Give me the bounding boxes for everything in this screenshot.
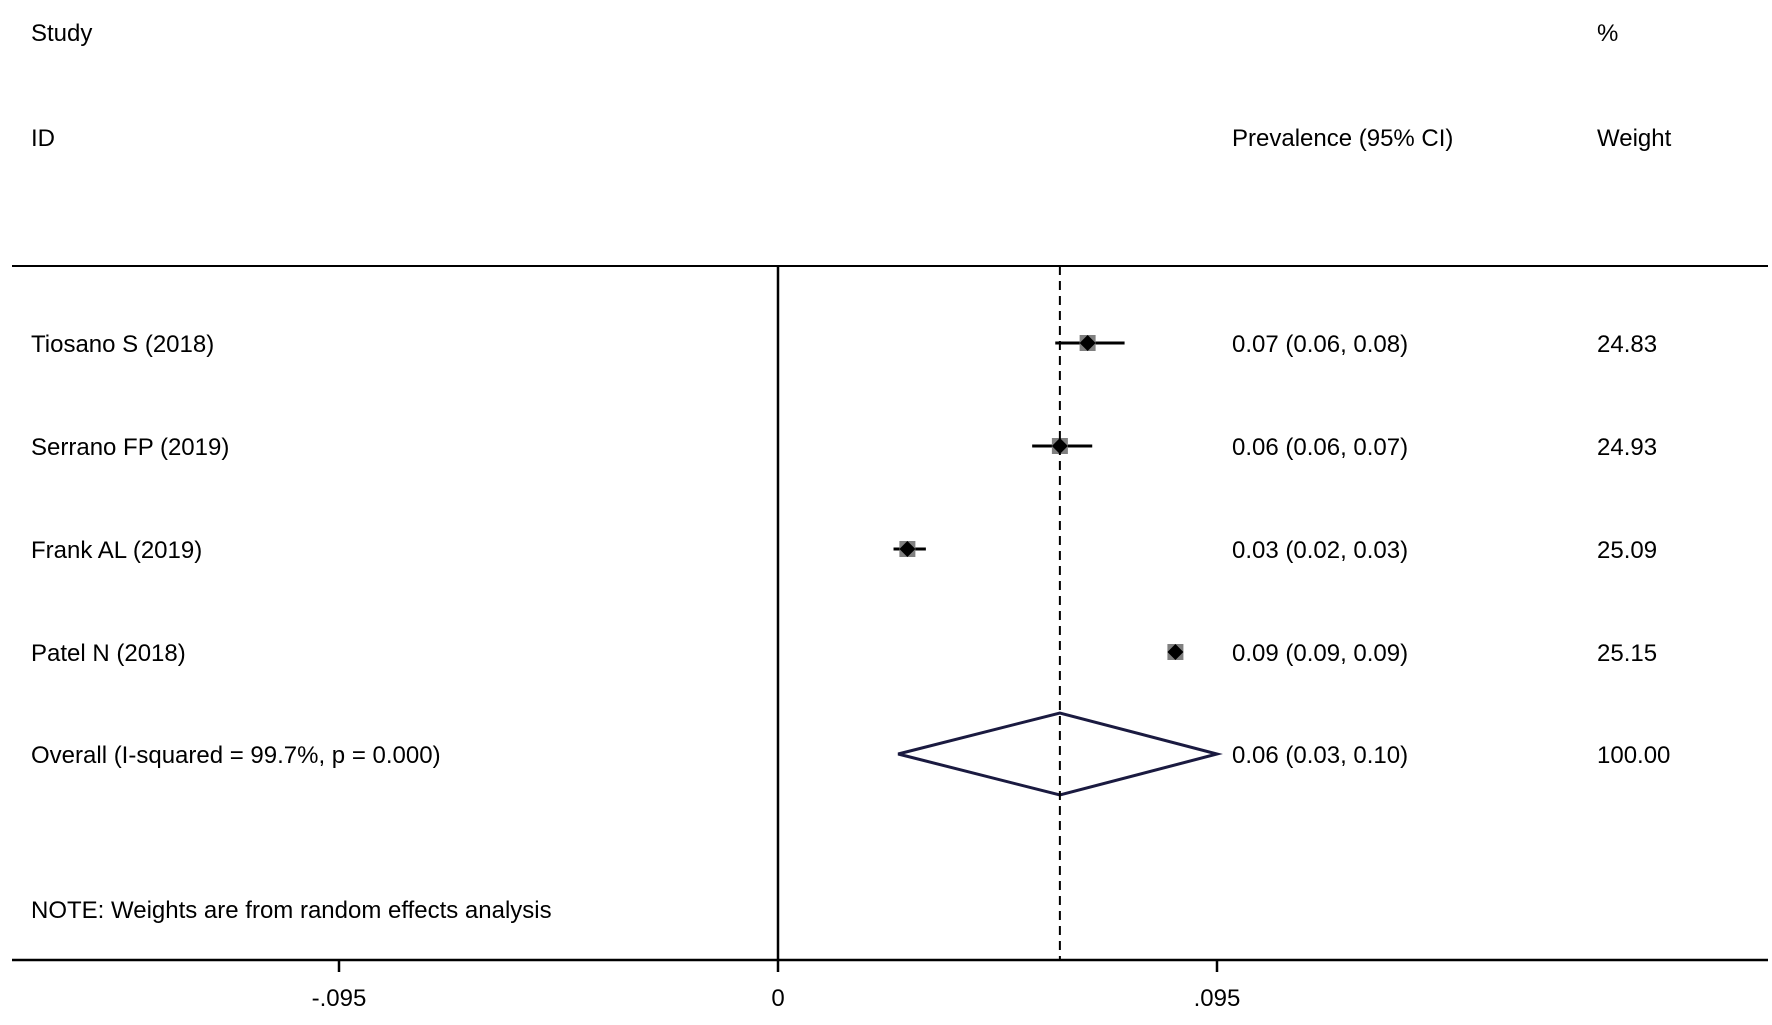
point-estimate [1079, 335, 1096, 351]
ci-text: 0.09 (0.09, 0.09) [1232, 640, 1408, 667]
weight-value: 24.93 [1597, 434, 1657, 461]
header-study: Study [31, 20, 92, 47]
x-tick-label: 0 [771, 985, 784, 1012]
overall-diamond [897, 711, 1223, 797]
note-text: NOTE: Weights are from random effects an… [31, 897, 552, 924]
header-weight: Weight [1597, 125, 1672, 152]
study-name: Frank AL (2019) [31, 537, 202, 564]
study-row: Frank AL (2019) 0.03 (0.02, 0.03) 25.09 [31, 537, 1657, 564]
study-name: Tiosano S (2018) [31, 331, 214, 358]
point-estimate [1167, 644, 1184, 660]
x-tick-label: .095 [1194, 985, 1241, 1012]
study-row: Tiosano S (2018) 0.07 (0.06, 0.08) 24.83 [31, 331, 1657, 358]
ci-text: 0.07 (0.06, 0.08) [1232, 331, 1408, 358]
study-name: Serrano FP (2019) [31, 434, 229, 461]
overall-weight: 100.00 [1597, 742, 1670, 769]
x-tick-label: -.095 [312, 985, 367, 1012]
header-id: ID [31, 125, 55, 152]
weight-value: 25.15 [1597, 640, 1657, 667]
study-name: Patel N (2018) [31, 640, 186, 667]
overall-name: Overall (I-squared = 99.7%, p = 0.000) [31, 742, 441, 769]
study-row: Serrano FP (2019) 0.06 (0.06, 0.07) 24.9… [31, 434, 1657, 461]
weight-value: 24.83 [1597, 331, 1657, 358]
ci-text: 0.03 (0.02, 0.03) [1232, 537, 1408, 564]
point-estimate [899, 541, 916, 557]
study-row: Patel N (2018) 0.09 (0.09, 0.09) 25.15 [31, 640, 1657, 667]
header-effect-label: Prevalence (95% CI) [1232, 125, 1453, 152]
header-percent: % [1597, 20, 1618, 47]
overall-row: Overall (I-squared = 99.7%, p = 0.000) 0… [31, 711, 1670, 797]
overall-ci-text: 0.06 (0.03, 0.10) [1232, 742, 1408, 769]
weight-value: 25.09 [1597, 537, 1657, 564]
ci-text: 0.06 (0.06, 0.07) [1232, 434, 1408, 461]
